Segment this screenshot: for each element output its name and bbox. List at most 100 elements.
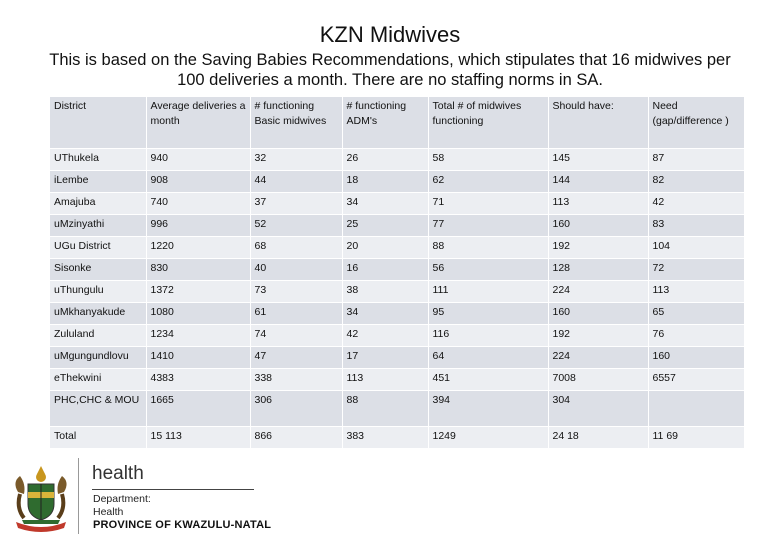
value-cell: 40 <box>250 258 343 281</box>
value-cell: 61 <box>250 302 343 325</box>
midwives-table: District Average deliveries a month # fu… <box>50 97 745 449</box>
value-cell: 52 <box>250 214 343 237</box>
header-cell: Should have: <box>548 97 649 149</box>
value-cell: 71 <box>428 192 549 215</box>
value-cell: 1234 <box>146 324 251 347</box>
district-cell: PHC,CHC & MOU <box>50 390 147 427</box>
value-cell: 6557 <box>648 368 745 391</box>
table-row: uThungulu 1372 73 38 111 224 113 <box>50 280 745 303</box>
district-cell: uMgungundlovu <box>50 346 147 369</box>
value-cell <box>648 390 745 427</box>
value-cell: 44 <box>250 170 343 193</box>
value-cell: 88 <box>342 390 429 427</box>
value-cell: 1220 <box>146 236 251 259</box>
value-cell: 451 <box>428 368 549 391</box>
value-cell: 68 <box>250 236 343 259</box>
value-cell: 996 <box>146 214 251 237</box>
value-cell: 95 <box>428 302 549 325</box>
table-row: PHC,CHC & MOU 1665 306 88 394 304 <box>50 390 745 427</box>
value-cell: 1665 <box>146 390 251 427</box>
value-cell: 304 <box>548 390 649 427</box>
value-cell: 144 <box>548 170 649 193</box>
department-name: Health <box>93 506 124 518</box>
footer-divider <box>78 458 79 534</box>
value-cell: 192 <box>548 236 649 259</box>
value-cell: 866 <box>250 426 343 449</box>
table-row: uMgungundlovu 1410 47 17 64 224 160 <box>50 346 745 369</box>
value-cell: 20 <box>342 236 429 259</box>
value-cell: 113 <box>342 368 429 391</box>
table-row: iLembe 908 44 18 62 144 82 <box>50 170 745 193</box>
value-cell: 145 <box>548 148 649 171</box>
table-row: Sisonke 830 40 16 56 128 72 <box>50 258 745 281</box>
value-cell: 16 <box>342 258 429 281</box>
district-cell: UThukela <box>50 148 147 171</box>
value-cell: 32 <box>250 148 343 171</box>
value-cell: 7008 <box>548 368 649 391</box>
value-cell: 56 <box>428 258 549 281</box>
value-cell: 65 <box>648 302 745 325</box>
value-cell: 128 <box>548 258 649 281</box>
value-cell: 17 <box>342 346 429 369</box>
value-cell: 72 <box>648 258 745 281</box>
value-cell: 224 <box>548 280 649 303</box>
header-cell: # functioning ADM's <box>342 97 429 149</box>
district-cell: uMzinyathi <box>50 214 147 237</box>
value-cell: 113 <box>548 192 649 215</box>
value-cell: 160 <box>548 214 649 237</box>
header-cell: Total # of midwives functioning <box>428 97 549 149</box>
district-cell: uThungulu <box>50 280 147 303</box>
table-row: UGu District 1220 68 20 88 192 104 <box>50 236 745 259</box>
value-cell: 76 <box>648 324 745 347</box>
district-cell: Zululand <box>50 324 147 347</box>
value-cell: 74 <box>250 324 343 347</box>
value-cell: 940 <box>146 148 251 171</box>
province-name: PROVINCE OF KWAZULU-NATAL <box>93 519 272 531</box>
value-cell: 24 18 <box>548 426 649 449</box>
value-cell: 4383 <box>146 368 251 391</box>
value-cell: 18 <box>342 170 429 193</box>
table-row: uMkhanyakude 1080 61 34 95 160 65 <box>50 302 745 325</box>
value-cell: 908 <box>146 170 251 193</box>
value-cell: 1410 <box>146 346 251 369</box>
value-cell: 47 <box>250 346 343 369</box>
value-cell: 42 <box>648 192 745 215</box>
health-logo-word: health <box>92 463 144 484</box>
value-cell: 34 <box>342 192 429 215</box>
value-cell: 1249 <box>428 426 549 449</box>
value-cell: 111 <box>428 280 549 303</box>
value-cell: 15 113 <box>146 426 251 449</box>
value-cell: 1080 <box>146 302 251 325</box>
department-label: Department: <box>93 493 151 505</box>
value-cell: 82 <box>648 170 745 193</box>
value-cell: 62 <box>428 170 549 193</box>
table-row: uMzinyathi 996 52 25 77 160 83 <box>50 214 745 237</box>
header-cell: # functioning Basic midwives <box>250 97 343 149</box>
district-cell: Amajuba <box>50 192 147 215</box>
logo-rule <box>92 489 254 490</box>
value-cell: 383 <box>342 426 429 449</box>
district-cell: Sisonke <box>50 258 147 281</box>
value-cell: 73 <box>250 280 343 303</box>
district-cell: eThekwini <box>50 368 147 391</box>
value-cell: 113 <box>648 280 745 303</box>
value-cell: 160 <box>548 302 649 325</box>
district-cell: iLembe <box>50 170 147 193</box>
coat-of-arms-icon <box>8 462 74 536</box>
value-cell: 58 <box>428 148 549 171</box>
value-cell: 37 <box>250 192 343 215</box>
value-cell: 160 <box>648 346 745 369</box>
district-cell: UGu District <box>50 236 147 259</box>
value-cell: 34 <box>342 302 429 325</box>
value-cell: 42 <box>342 324 429 347</box>
table-header-row: District Average deliveries a month # fu… <box>50 97 745 149</box>
value-cell: 338 <box>250 368 343 391</box>
value-cell: 38 <box>342 280 429 303</box>
value-cell: 83 <box>648 214 745 237</box>
header-cell: Need (gap/difference ) <box>648 97 745 149</box>
slide-subtitle: This is based on the Saving Babies Recom… <box>49 51 731 89</box>
slide-title: KZN Midwives <box>319 22 461 47</box>
value-cell: 224 <box>548 346 649 369</box>
value-cell: 64 <box>428 346 549 369</box>
value-cell: 25 <box>342 214 429 237</box>
